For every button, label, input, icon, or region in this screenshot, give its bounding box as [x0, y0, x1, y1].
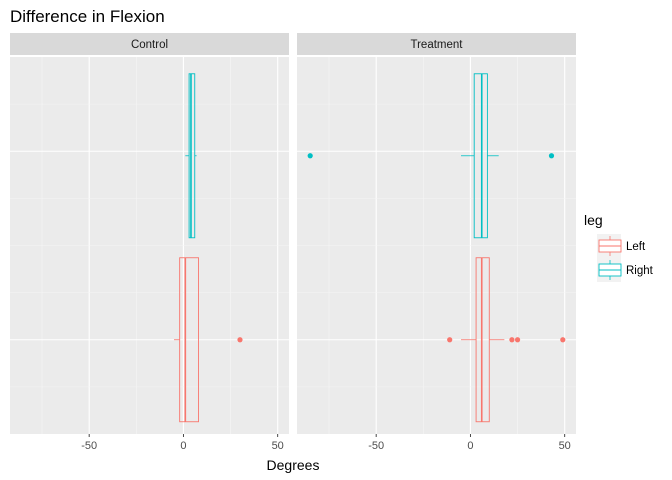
outlier-point-right — [548, 153, 555, 159]
grid-treatment — [297, 57, 576, 434]
legend-keys — [597, 234, 622, 282]
legend-title: leg — [584, 212, 603, 228]
box-right — [473, 73, 488, 239]
outlier-point-left — [237, 337, 243, 343]
legend: leg Left Right — [584, 212, 654, 282]
x-tick-label: -50 — [81, 440, 97, 452]
outlier-point-left — [560, 337, 566, 343]
marks-control — [174, 73, 243, 423]
x-tick-label: -50 — [368, 440, 384, 452]
x-tick-label: 0 — [467, 440, 473, 452]
x-axis-title: Degrees — [267, 457, 320, 473]
box-left — [179, 257, 199, 423]
panel-treatment: Treatment — [297, 33, 576, 434]
outlier-point-left — [514, 337, 521, 343]
x-axis: -50 0 50 -50 0 50 — [81, 434, 571, 452]
legend-label-left: Left — [626, 241, 646, 253]
chart-title: Difference in Flexion — [10, 7, 165, 26]
marks-treatment — [307, 73, 566, 423]
strip-label-treatment: Treatment — [411, 39, 464, 51]
outlier-point-left — [509, 337, 515, 343]
legend-label-right: Right — [626, 265, 654, 277]
outlier-point-right — [307, 153, 313, 159]
strip-treatment — [297, 33, 576, 55]
x-tick-label: 50 — [559, 440, 571, 452]
strip-control — [10, 33, 289, 55]
box-right — [188, 73, 196, 239]
box-left — [475, 257, 490, 423]
strip-label-control: Control — [131, 39, 168, 51]
outlier-point-left — [447, 337, 453, 343]
x-tick-label: 0 — [180, 440, 186, 452]
x-tick-label: 50 — [272, 440, 284, 452]
panel-control: Control — [10, 33, 289, 434]
